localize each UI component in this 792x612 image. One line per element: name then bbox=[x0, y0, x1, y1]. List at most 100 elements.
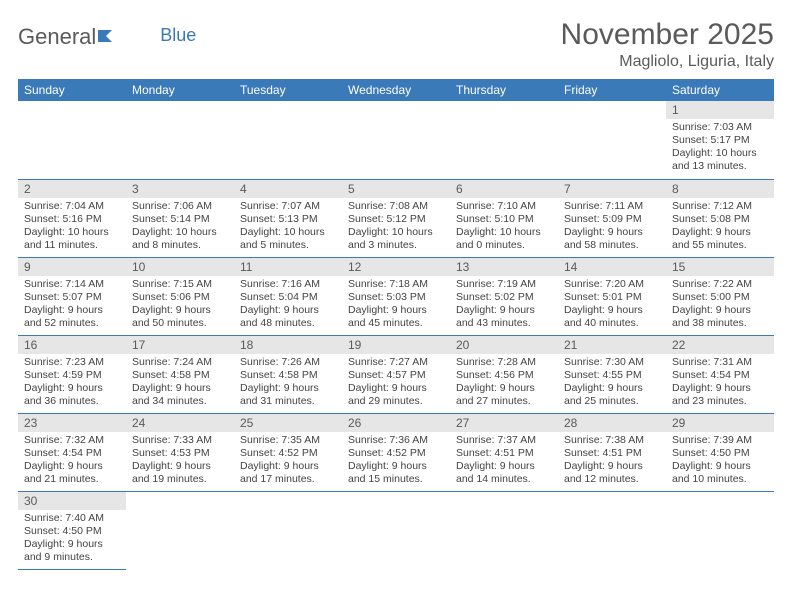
day-details: Sunrise: 7:23 AMSunset: 4:59 PMDaylight:… bbox=[18, 354, 126, 413]
calendar-head: SundayMondayTuesdayWednesdayThursdayFrid… bbox=[18, 79, 774, 101]
page-header: General Blue November 2025 Magliolo, Lig… bbox=[18, 18, 774, 71]
calendar-cell: 5Sunrise: 7:08 AMSunset: 5:12 PMDaylight… bbox=[342, 179, 450, 257]
weekday-header: Friday bbox=[558, 79, 666, 101]
calendar-cell-empty bbox=[18, 101, 126, 179]
calendar-cell: 8Sunrise: 7:12 AMSunset: 5:08 PMDaylight… bbox=[666, 179, 774, 257]
calendar-cell-empty bbox=[126, 101, 234, 179]
calendar-cell: 28Sunrise: 7:38 AMSunset: 4:51 PMDayligh… bbox=[558, 413, 666, 491]
day-details: Sunrise: 7:14 AMSunset: 5:07 PMDaylight:… bbox=[18, 276, 126, 335]
calendar-cell-empty bbox=[234, 491, 342, 569]
day-details: Sunrise: 7:20 AMSunset: 5:01 PMDaylight:… bbox=[558, 276, 666, 335]
calendar-row: 30Sunrise: 7:40 AMSunset: 4:50 PMDayligh… bbox=[18, 491, 774, 569]
weekday-row: SundayMondayTuesdayWednesdayThursdayFrid… bbox=[18, 79, 774, 101]
calendar-cell: 19Sunrise: 7:27 AMSunset: 4:57 PMDayligh… bbox=[342, 335, 450, 413]
day-number: 20 bbox=[450, 336, 558, 354]
calendar-cell: 23Sunrise: 7:32 AMSunset: 4:54 PMDayligh… bbox=[18, 413, 126, 491]
calendar-cell: 26Sunrise: 7:36 AMSunset: 4:52 PMDayligh… bbox=[342, 413, 450, 491]
day-details: Sunrise: 7:04 AMSunset: 5:16 PMDaylight:… bbox=[18, 198, 126, 257]
day-number: 30 bbox=[18, 492, 126, 510]
weekday-header: Wednesday bbox=[342, 79, 450, 101]
calendar-row: 9Sunrise: 7:14 AMSunset: 5:07 PMDaylight… bbox=[18, 257, 774, 335]
day-details: Sunrise: 7:07 AMSunset: 5:13 PMDaylight:… bbox=[234, 198, 342, 257]
calendar-cell-empty bbox=[666, 491, 774, 569]
day-details: Sunrise: 7:12 AMSunset: 5:08 PMDaylight:… bbox=[666, 198, 774, 257]
day-details: Sunrise: 7:26 AMSunset: 4:58 PMDaylight:… bbox=[234, 354, 342, 413]
calendar-cell: 21Sunrise: 7:30 AMSunset: 4:55 PMDayligh… bbox=[558, 335, 666, 413]
brand-part1: General bbox=[18, 24, 96, 50]
calendar-cell-empty bbox=[342, 491, 450, 569]
day-number: 10 bbox=[126, 258, 234, 276]
calendar-table: SundayMondayTuesdayWednesdayThursdayFrid… bbox=[18, 79, 774, 570]
calendar-cell-empty bbox=[558, 491, 666, 569]
day-details: Sunrise: 7:10 AMSunset: 5:10 PMDaylight:… bbox=[450, 198, 558, 257]
day-details: Sunrise: 7:11 AMSunset: 5:09 PMDaylight:… bbox=[558, 198, 666, 257]
day-details: Sunrise: 7:27 AMSunset: 4:57 PMDaylight:… bbox=[342, 354, 450, 413]
day-details: Sunrise: 7:15 AMSunset: 5:06 PMDaylight:… bbox=[126, 276, 234, 335]
calendar-cell: 6Sunrise: 7:10 AMSunset: 5:10 PMDaylight… bbox=[450, 179, 558, 257]
location-label: Magliolo, Liguria, Italy bbox=[561, 53, 774, 71]
day-details: Sunrise: 7:33 AMSunset: 4:53 PMDaylight:… bbox=[126, 432, 234, 491]
day-details: Sunrise: 7:08 AMSunset: 5:12 PMDaylight:… bbox=[342, 198, 450, 257]
weekday-header: Sunday bbox=[18, 79, 126, 101]
day-number: 29 bbox=[666, 414, 774, 432]
calendar-cell: 2Sunrise: 7:04 AMSunset: 5:16 PMDaylight… bbox=[18, 179, 126, 257]
calendar-cell-empty bbox=[558, 101, 666, 179]
day-number: 26 bbox=[342, 414, 450, 432]
day-number: 4 bbox=[234, 180, 342, 198]
day-number: 5 bbox=[342, 180, 450, 198]
day-details: Sunrise: 7:22 AMSunset: 5:00 PMDaylight:… bbox=[666, 276, 774, 335]
calendar-cell: 27Sunrise: 7:37 AMSunset: 4:51 PMDayligh… bbox=[450, 413, 558, 491]
month-title: November 2025 bbox=[561, 18, 774, 51]
day-number: 23 bbox=[18, 414, 126, 432]
weekday-header: Thursday bbox=[450, 79, 558, 101]
calendar-cell-empty bbox=[450, 101, 558, 179]
day-details: Sunrise: 7:31 AMSunset: 4:54 PMDaylight:… bbox=[666, 354, 774, 413]
flag-icon bbox=[98, 24, 118, 50]
calendar-row: 1Sunrise: 7:03 AMSunset: 5:17 PMDaylight… bbox=[18, 101, 774, 179]
day-number: 15 bbox=[666, 258, 774, 276]
calendar-cell: 15Sunrise: 7:22 AMSunset: 5:00 PMDayligh… bbox=[666, 257, 774, 335]
day-details: Sunrise: 7:18 AMSunset: 5:03 PMDaylight:… bbox=[342, 276, 450, 335]
calendar-cell: 24Sunrise: 7:33 AMSunset: 4:53 PMDayligh… bbox=[126, 413, 234, 491]
day-number: 24 bbox=[126, 414, 234, 432]
calendar-cell-empty bbox=[234, 101, 342, 179]
calendar-cell-empty bbox=[342, 101, 450, 179]
brand-part2: Blue bbox=[118, 25, 196, 46]
calendar-cell: 16Sunrise: 7:23 AMSunset: 4:59 PMDayligh… bbox=[18, 335, 126, 413]
calendar-cell: 4Sunrise: 7:07 AMSunset: 5:13 PMDaylight… bbox=[234, 179, 342, 257]
calendar-cell: 1Sunrise: 7:03 AMSunset: 5:17 PMDaylight… bbox=[666, 101, 774, 179]
calendar-cell-empty bbox=[450, 491, 558, 569]
day-number: 14 bbox=[558, 258, 666, 276]
day-details: Sunrise: 7:37 AMSunset: 4:51 PMDaylight:… bbox=[450, 432, 558, 491]
calendar-cell: 30Sunrise: 7:40 AMSunset: 4:50 PMDayligh… bbox=[18, 491, 126, 569]
calendar-cell: 25Sunrise: 7:35 AMSunset: 4:52 PMDayligh… bbox=[234, 413, 342, 491]
calendar-cell: 11Sunrise: 7:16 AMSunset: 5:04 PMDayligh… bbox=[234, 257, 342, 335]
day-details: Sunrise: 7:30 AMSunset: 4:55 PMDaylight:… bbox=[558, 354, 666, 413]
calendar-cell: 20Sunrise: 7:28 AMSunset: 4:56 PMDayligh… bbox=[450, 335, 558, 413]
calendar-cell: 9Sunrise: 7:14 AMSunset: 5:07 PMDaylight… bbox=[18, 257, 126, 335]
day-number: 21 bbox=[558, 336, 666, 354]
day-details: Sunrise: 7:03 AMSunset: 5:17 PMDaylight:… bbox=[666, 119, 774, 178]
day-number: 25 bbox=[234, 414, 342, 432]
calendar-body: 1Sunrise: 7:03 AMSunset: 5:17 PMDaylight… bbox=[18, 101, 774, 569]
day-details: Sunrise: 7:39 AMSunset: 4:50 PMDaylight:… bbox=[666, 432, 774, 491]
day-number: 12 bbox=[342, 258, 450, 276]
calendar-cell: 7Sunrise: 7:11 AMSunset: 5:09 PMDaylight… bbox=[558, 179, 666, 257]
calendar-cell: 13Sunrise: 7:19 AMSunset: 5:02 PMDayligh… bbox=[450, 257, 558, 335]
day-number: 28 bbox=[558, 414, 666, 432]
day-details: Sunrise: 7:36 AMSunset: 4:52 PMDaylight:… bbox=[342, 432, 450, 491]
calendar-row: 23Sunrise: 7:32 AMSunset: 4:54 PMDayligh… bbox=[18, 413, 774, 491]
day-number: 19 bbox=[342, 336, 450, 354]
day-details: Sunrise: 7:40 AMSunset: 4:50 PMDaylight:… bbox=[18, 510, 126, 569]
day-number: 16 bbox=[18, 336, 126, 354]
calendar-cell: 14Sunrise: 7:20 AMSunset: 5:01 PMDayligh… bbox=[558, 257, 666, 335]
day-number: 27 bbox=[450, 414, 558, 432]
day-number: 8 bbox=[666, 180, 774, 198]
day-number: 13 bbox=[450, 258, 558, 276]
weekday-header: Monday bbox=[126, 79, 234, 101]
day-number: 2 bbox=[18, 180, 126, 198]
calendar-cell: 17Sunrise: 7:24 AMSunset: 4:58 PMDayligh… bbox=[126, 335, 234, 413]
day-number: 3 bbox=[126, 180, 234, 198]
day-details: Sunrise: 7:32 AMSunset: 4:54 PMDaylight:… bbox=[18, 432, 126, 491]
calendar-row: 2Sunrise: 7:04 AMSunset: 5:16 PMDaylight… bbox=[18, 179, 774, 257]
